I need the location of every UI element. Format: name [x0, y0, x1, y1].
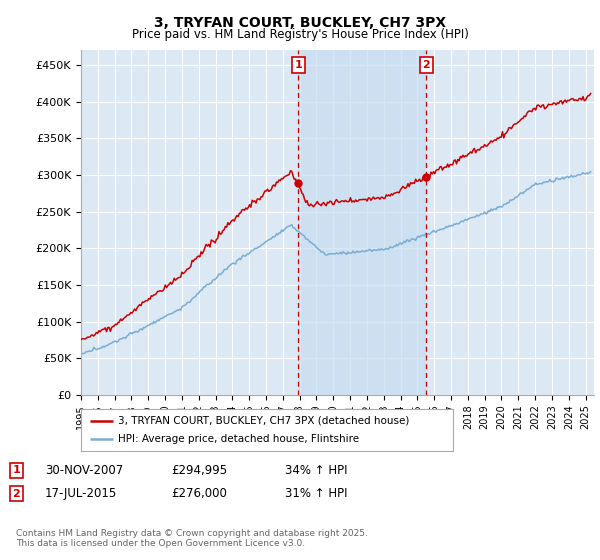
- Text: 3, TRYFAN COURT, BUCKLEY, CH7 3PX (detached house): 3, TRYFAN COURT, BUCKLEY, CH7 3PX (detac…: [118, 416, 410, 426]
- Text: £276,000: £276,000: [171, 487, 227, 501]
- Text: 1: 1: [13, 465, 20, 475]
- Text: 2: 2: [13, 489, 20, 499]
- Bar: [298, 50, 427, 395]
- Text: 1: 1: [295, 60, 302, 70]
- Text: 30-NOV-2007: 30-NOV-2007: [45, 464, 123, 477]
- Text: 31% ↑ HPI: 31% ↑ HPI: [285, 487, 347, 501]
- Text: Contains HM Land Registry data © Crown copyright and database right 2025.
This d: Contains HM Land Registry data © Crown c…: [16, 529, 368, 548]
- Text: 3, TRYFAN COURT, BUCKLEY, CH7 3PX: 3, TRYFAN COURT, BUCKLEY, CH7 3PX: [154, 16, 446, 30]
- Text: 34% ↑ HPI: 34% ↑ HPI: [285, 464, 347, 477]
- Text: HPI: Average price, detached house, Flintshire: HPI: Average price, detached house, Flin…: [118, 434, 359, 444]
- Text: 2: 2: [422, 60, 430, 70]
- Text: Price paid vs. HM Land Registry's House Price Index (HPI): Price paid vs. HM Land Registry's House …: [131, 28, 469, 41]
- Text: £294,995: £294,995: [171, 464, 227, 477]
- Text: 17-JUL-2015: 17-JUL-2015: [45, 487, 117, 501]
